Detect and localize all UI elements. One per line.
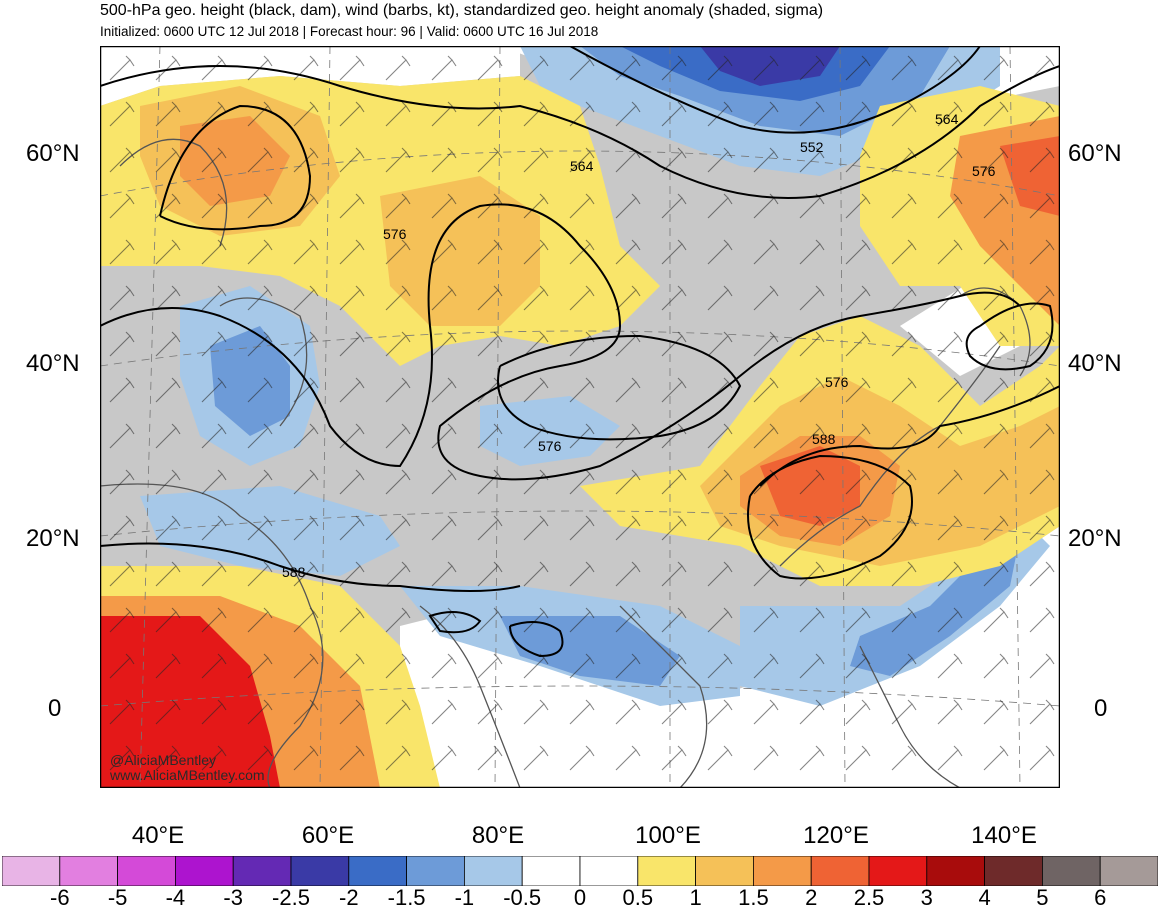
contour-label-576-c: 576: [825, 374, 849, 390]
map-border: [100, 46, 1060, 788]
contour-label-552: 552: [800, 139, 824, 155]
colorbar-swatch: [1042, 856, 1101, 886]
contour-588-b: [747, 454, 913, 580]
colorbar-tick-label: -0.5: [503, 885, 542, 910]
colorbar-swatch: [174, 856, 234, 886]
contour-552: [569, 46, 981, 134]
colorbar-swatch: [868, 856, 928, 886]
colorbar-tick-label: -4: [165, 885, 186, 910]
contour-label-576-d: 576: [538, 438, 562, 454]
contour-576-a: [100, 203, 1021, 481]
colorbar: [2, 856, 1158, 886]
lat-label-20n-right: 20°N: [1068, 525, 1122, 552]
colorbar-tick-label: -1: [454, 885, 475, 910]
colorbar-tick-label: 0: [573, 885, 587, 910]
contour-564-a: [100, 65, 1060, 199]
lon-label-40e: 40°E: [131, 822, 185, 849]
map-subtitle: Initialized: 0600 UTC 12 Jul 2018 | Fore…: [100, 24, 599, 39]
colorbar-tick-label: 5: [1036, 885, 1049, 910]
contour-588-d: [428, 611, 482, 634]
colorbar-swatch: [348, 856, 407, 886]
colorbar-tick-label: -6: [50, 885, 70, 910]
lon-label-120e: 120°E: [803, 822, 869, 849]
colorbar-swatch: [1099, 856, 1158, 886]
map-title: 500-hPa geo. height (black, dam), wind (…: [100, 2, 824, 19]
lon-label-60e: 60°E: [301, 822, 355, 849]
colorbar-tick-label: 1.5: [738, 885, 769, 910]
contour-564-b: [159, 104, 312, 231]
colorbar-swatch: [521, 856, 581, 886]
colorbar-swatch: [753, 856, 812, 886]
lat-label-eq-right: 0: [1094, 695, 1108, 722]
contour-label-564-a: 564: [570, 158, 594, 174]
colorbar-swatch: [406, 856, 465, 886]
colorbar-swatch: [579, 856, 639, 886]
colorbar-tick-label: 2: [805, 885, 818, 910]
height-contours: [100, 46, 1060, 658]
colorbar-tick-label: 2.5: [853, 885, 885, 910]
lat-label-60n-left: 60°N: [26, 140, 80, 167]
contour-588-e: [509, 621, 564, 658]
lon-label-100e: 100°E: [635, 822, 701, 849]
anomaly-map: 564 552 564 576 576 576 576 588 588: [100, 46, 1060, 788]
colorbar-tick-label: 6: [1094, 885, 1107, 910]
colorbar-swatch: [2, 856, 61, 886]
colorbar-swatch: [59, 856, 118, 886]
colorbar-swatch: [117, 856, 176, 886]
colorbar-tick-label: 0.5: [622, 885, 654, 910]
contour-label-564-b: 564: [935, 111, 959, 127]
credit-handle: @AliciaMBentley: [110, 752, 217, 768]
colorbar-swatch: [695, 856, 754, 886]
colorbar-tick-label: -3: [223, 885, 243, 910]
contour-576-c: [965, 302, 1054, 371]
contour-label-576-a: 576: [972, 163, 996, 179]
colorbar-swatch: [926, 856, 985, 886]
colorbar-swatch: [984, 856, 1043, 886]
contour-588-a: [759, 385, 1060, 487]
lon-label-80e: 80°E: [471, 822, 525, 849]
lat-label-60n-right: 60°N: [1068, 140, 1122, 167]
colorbar-tick-label: 4: [978, 885, 991, 910]
contour-label-588-b: 588: [282, 564, 306, 580]
lat-label-20n-left: 20°N: [26, 525, 80, 552]
colorbar-tick-label: -2.5: [272, 885, 310, 910]
colorbar-swatch: [463, 856, 523, 886]
colorbar-swatch: [290, 856, 350, 886]
contour-588-c: [100, 542, 521, 592]
colorbar-tick-label: -5: [107, 885, 128, 910]
contour-576-b: [497, 334, 742, 441]
lat-label-eq-left: 0: [48, 695, 62, 722]
wind-barbs: [100, 46, 1060, 788]
colorbar-swatch: [232, 856, 292, 886]
lat-label-40n-right: 40°N: [1068, 350, 1122, 377]
contour-label-588-a: 588: [812, 431, 836, 447]
contour-label-576-b: 576: [383, 226, 407, 242]
colorbar-swatch: [637, 856, 696, 886]
credit-website: www.AliciaMBentley.com: [110, 767, 265, 783]
lon-label-140e: 140°E: [971, 822, 1037, 849]
colorbar-tick-label: -1.5: [387, 885, 426, 910]
colorbar-tick-label: 1: [689, 885, 702, 910]
colorbar-swatch: [810, 856, 870, 886]
lat-label-40n-left: 40°N: [26, 350, 80, 377]
colorbar-tick-label: 3: [920, 885, 933, 910]
colorbar-tick-label: -2: [339, 885, 359, 910]
